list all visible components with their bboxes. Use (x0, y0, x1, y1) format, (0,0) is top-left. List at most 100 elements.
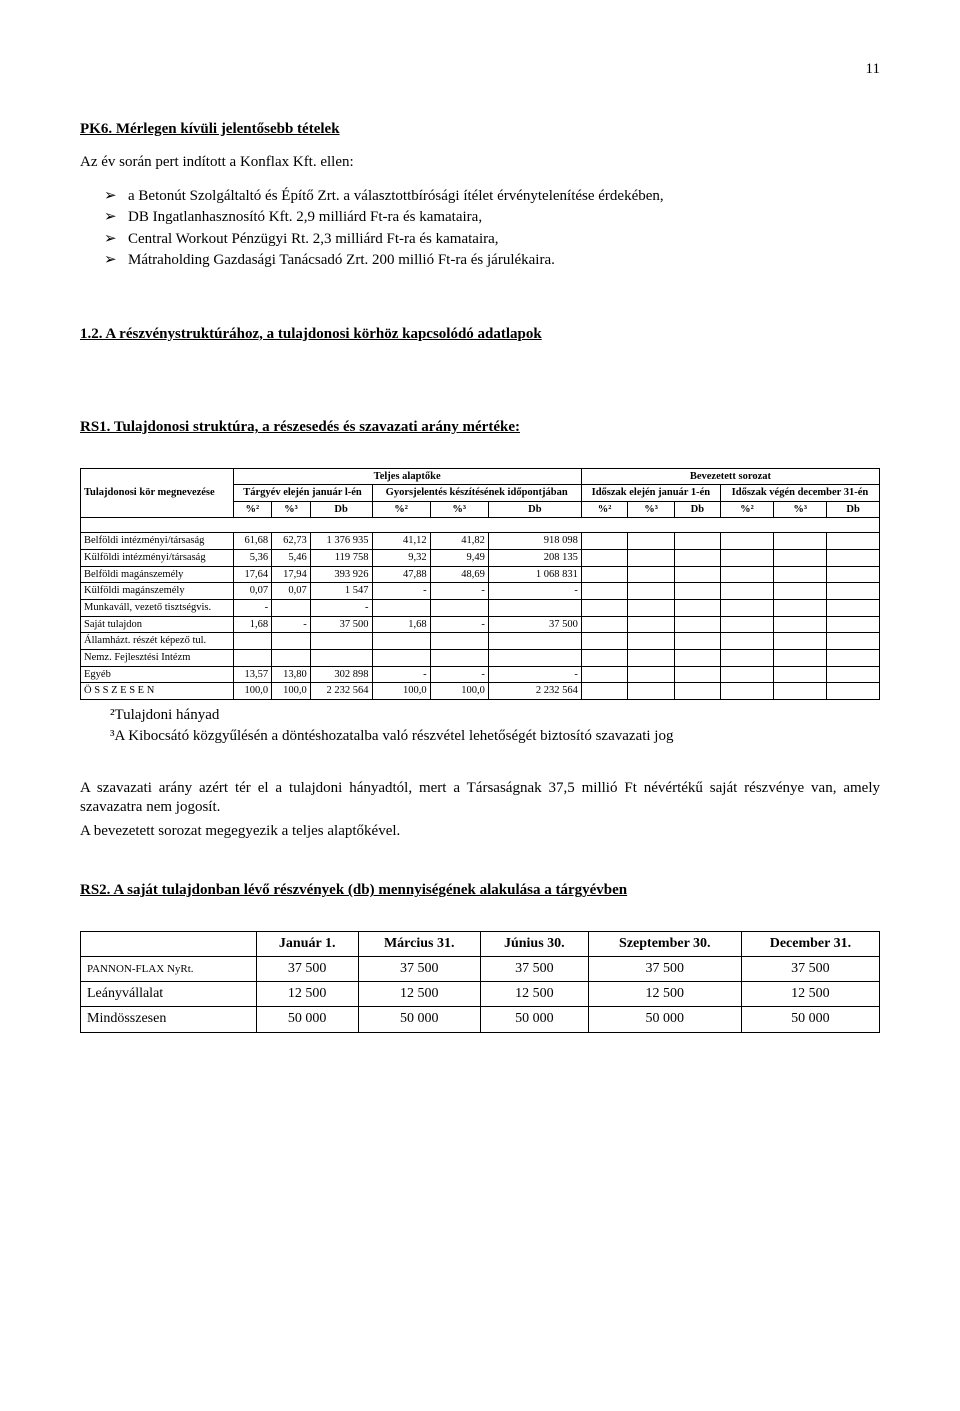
table-row: Belföldi intézményi/társaság61,6862,731 … (81, 533, 880, 550)
cell (430, 649, 488, 666)
cell (272, 649, 311, 666)
cell (774, 616, 827, 633)
cell (720, 616, 773, 633)
cell (827, 633, 880, 650)
cell (674, 666, 720, 683)
cell (372, 649, 430, 666)
row-label: Külföldi intézményi/társaság (81, 550, 234, 567)
row-label: PANNON-FLAX NyRt. (81, 957, 257, 982)
cell (628, 666, 675, 683)
table-row: Külföldi magánszemély0,070,071 547--- (81, 583, 880, 600)
cell: 100,0 (272, 683, 311, 700)
cell (720, 583, 773, 600)
row-label: Egyéb (81, 666, 234, 683)
footnote-2: ²Tulajdoni hányad (110, 706, 880, 726)
cell: - (310, 599, 372, 616)
row-label: Államházt. részét képező tul. (81, 633, 234, 650)
pk6-bullets: a Betonút Szolgáltaltó és Építő Zrt. a v… (104, 187, 880, 271)
hdr-db: Db (827, 501, 880, 518)
rs2-table: Január 1. Március 31. Június 30. Szeptem… (80, 931, 880, 1033)
cell: 302 898 (310, 666, 372, 683)
cell: - (430, 583, 488, 600)
cell (774, 533, 827, 550)
cell (674, 583, 720, 600)
cell: 37 500 (741, 957, 879, 982)
col-jun: Június 30. (480, 931, 588, 956)
hdr-pct3: %³ (628, 501, 675, 518)
hdr-pct2: %² (720, 501, 773, 518)
cell (430, 633, 488, 650)
table-row: Külföldi intézményi/társaság5,365,46119 … (81, 550, 880, 567)
hdr-db: Db (310, 501, 372, 518)
cell (233, 633, 272, 650)
cell (310, 649, 372, 666)
cell: 17,94 (272, 566, 311, 583)
cell: 0,07 (272, 583, 311, 600)
cell (581, 566, 628, 583)
list-item: Central Workout Pénzügyi Rt. 2,3 milliár… (104, 230, 880, 250)
cell (774, 583, 827, 600)
cell (581, 583, 628, 600)
cell (628, 550, 675, 567)
list-item: a Betonút Szolgáltaltó és Építő Zrt. a v… (104, 187, 880, 207)
cell (720, 599, 773, 616)
cell (581, 599, 628, 616)
cell (488, 599, 581, 616)
cell (827, 533, 880, 550)
sub-gyors: Gyorsjelentés készítésének időpontjában (372, 485, 581, 502)
cell: 1 376 935 (310, 533, 372, 550)
cell: 13,80 (272, 666, 311, 683)
cell (581, 533, 628, 550)
cell: 37 500 (588, 957, 741, 982)
cell (372, 633, 430, 650)
cell (720, 550, 773, 567)
cell: 17,64 (233, 566, 272, 583)
cell (581, 633, 628, 650)
rs1-table: Tulajdonosi kör megnevezése Teljes alapt… (80, 468, 880, 700)
group-teljes: Teljes alaptőke (233, 468, 581, 485)
cell: 5,46 (272, 550, 311, 567)
cell (488, 633, 581, 650)
cell (628, 583, 675, 600)
cell: 50 000 (256, 1007, 358, 1032)
cell: 50 000 (480, 1007, 588, 1032)
hdr-pct3: %³ (430, 501, 488, 518)
row-label: Munkaváll, vezető tisztségvis. (81, 599, 234, 616)
cell: 100,0 (233, 683, 272, 700)
hdr-pct3: %³ (774, 501, 827, 518)
cell: 5,36 (233, 550, 272, 567)
cell: 1 068 831 (488, 566, 581, 583)
cell (674, 633, 720, 650)
cell: 12 500 (480, 982, 588, 1007)
cell: 9,32 (372, 550, 430, 567)
table-row: Egyéb13,5713,80302 898--- (81, 666, 880, 683)
cell: - (430, 616, 488, 633)
table-row: Leányvállalat12 50012 50012 50012 50012 … (81, 982, 880, 1007)
pk6-intro: Az év során pert indított a Konflax Kft.… (80, 153, 880, 173)
cell (774, 599, 827, 616)
table-row: Belföldi magánszemély17,6417,94393 92647… (81, 566, 880, 583)
hdr-pct2: %² (581, 501, 628, 518)
cell: 208 135 (488, 550, 581, 567)
cell (628, 566, 675, 583)
cell: 50 000 (588, 1007, 741, 1032)
cell: 918 098 (488, 533, 581, 550)
col-dec: December 31. (741, 931, 879, 956)
cell: 100,0 (430, 683, 488, 700)
pk6-heading: PK6. Mérlegen kívüli jelentősebb tételek (80, 120, 880, 140)
sub-idoszak-vegen: Időszak végén december 31-én (720, 485, 879, 502)
cell: - (488, 583, 581, 600)
row-label: Leányvállalat (81, 982, 257, 1007)
cell: 2 232 564 (310, 683, 372, 700)
cell: 47,88 (372, 566, 430, 583)
cell: 12 500 (256, 982, 358, 1007)
col-jan: Január 1. (256, 931, 358, 956)
cell: 0,07 (233, 583, 272, 600)
table-row: Munkaváll, vezető tisztségvis.-- (81, 599, 880, 616)
cell (827, 666, 880, 683)
cell (720, 649, 773, 666)
rs1-heading: RS1. Tulajdonosi struktúra, a részesedés… (80, 418, 880, 438)
cell: 9,49 (430, 550, 488, 567)
section-1-2-heading: 1.2. A részvénystruktúrához, a tulajdono… (80, 325, 880, 345)
page-number: 11 (80, 60, 880, 80)
